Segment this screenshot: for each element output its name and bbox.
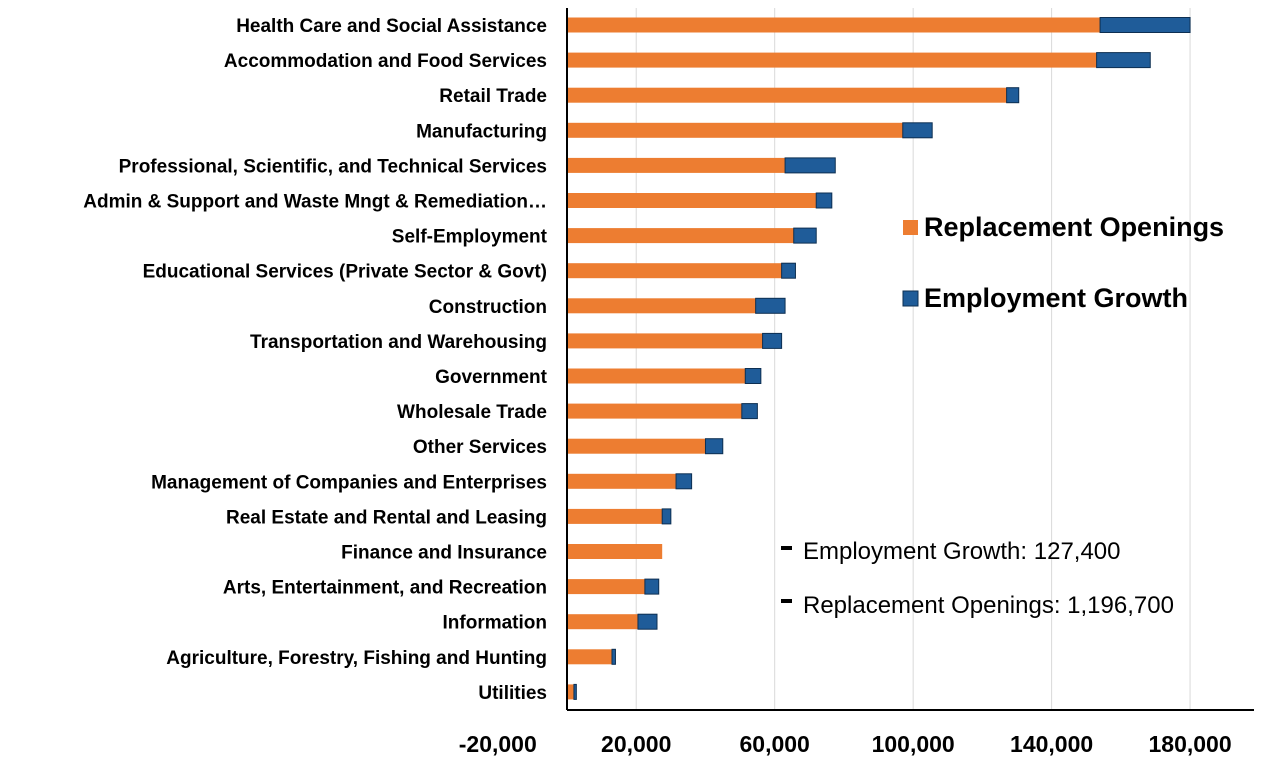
bar-replacement-7 [567, 263, 782, 279]
bar-growth-19 [573, 683, 577, 700]
category-label-9: Transportation and Warehousing [250, 332, 547, 353]
bar-growth-12 [704, 438, 724, 455]
bar-growth-0 [1099, 17, 1191, 33]
bar-replacement-3 [567, 122, 903, 138]
bar-growth-6 [793, 227, 817, 244]
bar-replacement-9 [567, 333, 763, 349]
note-employment-growth: Employment Growth: 127,400 [803, 538, 1121, 565]
bar-replacement-10 [567, 368, 746, 384]
bar-replacement-19 [567, 684, 574, 700]
bar-replacement-16 [567, 579, 645, 595]
category-label-15: Finance and Insurance [341, 543, 547, 564]
axes [566, 8, 1254, 711]
bar-replacement-15 [567, 544, 663, 559]
bar-growth-16 [644, 578, 660, 595]
x-tick-label-1: 20,000 [601, 731, 671, 757]
legend-swatch-replacement [903, 220, 918, 235]
bar-growth-7 [781, 262, 796, 279]
bar-growth-5 [815, 192, 833, 209]
bar-replacement-8 [567, 298, 756, 314]
x-tick-label-4: 140,000 [1010, 731, 1093, 757]
bar-replacement-18 [567, 649, 612, 665]
bar-replacement-14 [567, 508, 663, 524]
legend-swatch-growth [902, 290, 919, 307]
category-label-0: Health Care and Social Assistance [236, 16, 547, 37]
category-label-17: Information [443, 613, 548, 634]
bar-replacement-17 [567, 614, 638, 630]
x-tick-label-5: 180,000 [1148, 731, 1231, 757]
bar-growth-14 [661, 508, 672, 525]
bar-replacement-6 [567, 228, 794, 244]
category-label-10: Government [435, 367, 548, 388]
category-label-18: Agriculture, Forestry, Fishing and Hunti… [166, 648, 547, 669]
category-label-11: Wholesale Trade [397, 402, 547, 423]
bar-replacement-5 [567, 193, 817, 208]
bar-growth-17 [637, 613, 658, 630]
category-label-14: Real Estate and Rental and Leasing [226, 507, 547, 528]
category-label-19: Utilities [478, 683, 547, 704]
bar-growth-1 [1096, 52, 1151, 69]
note-dash-1 [781, 546, 792, 550]
bar-growth-18 [611, 648, 616, 665]
category-label-5: Admin & Support and Waste Mngt & Remedia… [83, 192, 547, 213]
bar-growth-4 [784, 157, 836, 174]
bar-growth-8 [755, 297, 786, 314]
bar-growth-2 [1006, 87, 1020, 104]
category-label-7: Educational Services (Private Sector & G… [143, 262, 547, 283]
bar-replacement-2 [567, 87, 1007, 103]
category-label-12: Other Services [413, 437, 547, 458]
note-replacement-openings: Replacement Openings: 1,196,700 [803, 592, 1174, 619]
bar-replacement-1 [567, 52, 1097, 68]
category-label-1: Accommodation and Food Services [224, 51, 547, 72]
category-labels: Health Care and Social Assistance Accommo… [83, 16, 547, 704]
bar-growth-10 [744, 368, 762, 384]
bar-growth-11 [741, 403, 758, 420]
category-label-2: Retail Trade [439, 86, 547, 107]
bar-replacement-0 [567, 17, 1101, 33]
x-tick-label-2: 60,000 [740, 731, 810, 757]
category-label-13: Management of Companies and Enterprises [151, 472, 547, 493]
legend-label-replacement: Replacement Openings [924, 212, 1224, 242]
bar-growth-13 [675, 473, 693, 490]
legend-label-growth: Employment Growth [924, 283, 1188, 313]
bar-replacement-12 [567, 438, 706, 454]
bar-replacement-13 [567, 473, 677, 489]
x-tick-label-3: 100,000 [872, 731, 955, 757]
x-tick-label-0: -20,000 [459, 731, 537, 757]
bars [567, 17, 1191, 700]
bar-replacement-4 [567, 157, 786, 173]
category-label-6: Self-Employment [392, 227, 548, 248]
category-label-16: Arts, Entertainment, and Recreation [223, 578, 547, 599]
category-label-8: Construction [429, 297, 547, 318]
bar-growth-3 [902, 122, 933, 139]
annotations: Employment Growth: 127,400 Replacement O… [781, 538, 1174, 619]
bar-growth-9 [762, 332, 783, 349]
bar-replacement-11 [567, 403, 742, 419]
x-tick-labels: -20,000 20,000 60,000 100,000 140,000 180,000 [459, 731, 1232, 757]
category-label-3: Manufacturing [416, 121, 547, 142]
category-label-4: Professional, Scientific, and Technical … [119, 156, 547, 177]
legend: Replacement Openings Employment Growth [902, 212, 1224, 313]
note-dash-2 [781, 599, 792, 603]
